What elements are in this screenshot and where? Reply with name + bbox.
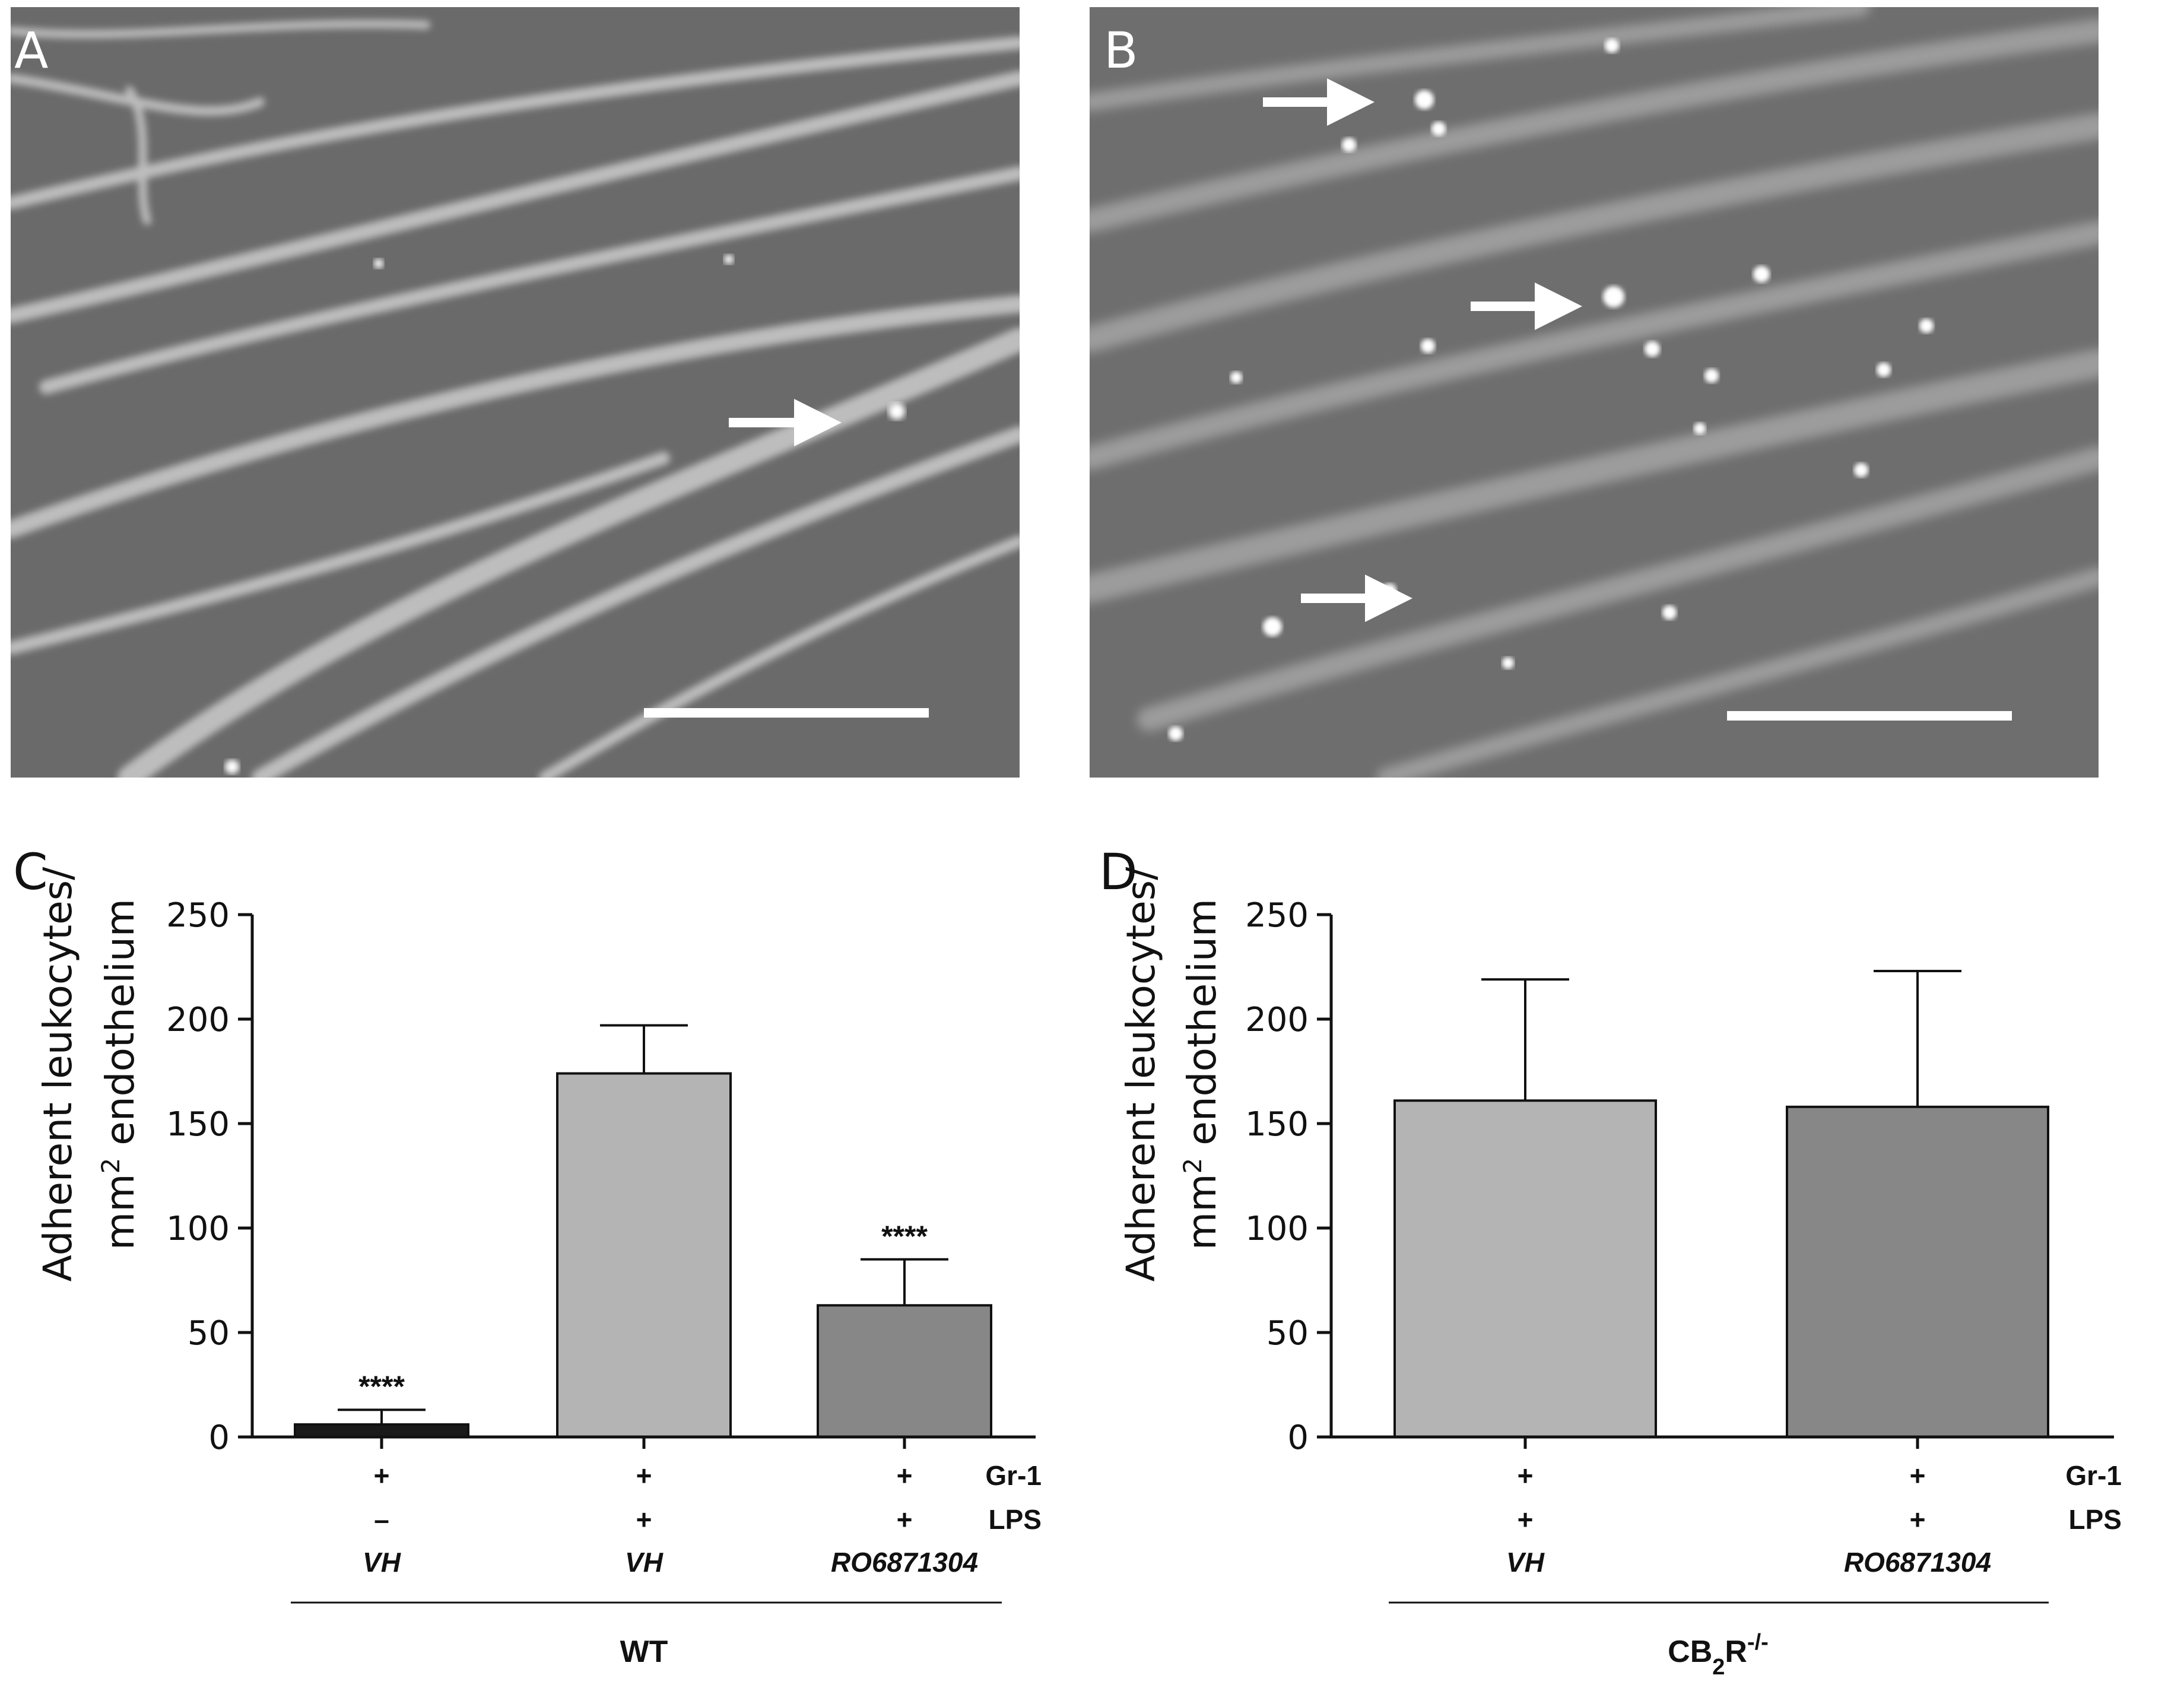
chart-d-y-tick-label: 0 — [1287, 1419, 1309, 1457]
chart-c-treatment-label: VH — [363, 1547, 401, 1578]
chart-c-treatment-label: VH — [625, 1547, 664, 1578]
arrow-icon — [1263, 78, 1374, 126]
chart-d-row-label-gr1: Gr-1 — [2065, 1460, 2122, 1491]
chart-d-row-label-lps: LPS — [2069, 1504, 2122, 1535]
vessel-network — [1090, 7, 2099, 778]
chart-c-bar — [294, 1423, 469, 1438]
leukocyte-spots — [1169, 39, 1934, 741]
chart-c-row-label-gr1: Gr-1 — [985, 1460, 1042, 1491]
chart-c-y-tick-label: 100 — [166, 1210, 230, 1248]
arrow-icon — [1301, 575, 1412, 622]
chart-c-group-label: WT — [620, 1635, 668, 1669]
chart-c-y-axis-label: Adherent leukocytes/ — [35, 867, 81, 1282]
chart-d-bar — [1393, 1099, 1657, 1438]
chart-c-y-tick-label: 0 — [208, 1419, 230, 1457]
chart-c-bar — [556, 1072, 732, 1438]
chart-c-lps-sign: + — [636, 1504, 652, 1535]
chart-c-significance-label: **** — [881, 1220, 928, 1253]
chart-c-significance-label: **** — [358, 1370, 405, 1403]
micrograph-panel-a — [11, 7, 1020, 778]
chart-d-y-tick-label: 200 — [1245, 1001, 1309, 1039]
scale-bar — [1727, 711, 2012, 721]
chart-d-y-tick-label: 50 — [1266, 1314, 1309, 1353]
micrograph-panel-b — [1090, 7, 2099, 778]
chart-c-y-axis-label-2: mm2 endothelium — [96, 899, 144, 1250]
chart-d-y-tick-label: 100 — [1245, 1210, 1309, 1248]
chart-c-lps-sign: – — [374, 1504, 389, 1535]
scale-bar — [644, 708, 929, 718]
panel-letter-c: C — [13, 843, 48, 901]
arrow-icon — [729, 399, 842, 446]
chart-c-row-label-lps: LPS — [989, 1504, 1042, 1535]
chart-d-y-tick-label: 250 — [1245, 896, 1309, 935]
chart-d-y-axis-label-2: mm2 endothelium — [1178, 899, 1226, 1250]
chart-c-bar — [817, 1304, 992, 1438]
arrow-icon — [1471, 283, 1582, 330]
chart-d-y-tick-label: 150 — [1245, 1105, 1309, 1144]
chart-c-gr1-sign: + — [897, 1460, 913, 1491]
chart-d-treatment-label: VH — [1506, 1547, 1545, 1578]
chart-c-gr1-sign: + — [374, 1460, 390, 1491]
leukocyte-spots — [225, 255, 905, 774]
chart-c-gr1-sign: + — [636, 1460, 652, 1491]
panel-letter-a: A — [14, 21, 49, 80]
chart-c-treatment-label: RO6871304 — [831, 1547, 978, 1578]
chart-c-lps-sign: + — [897, 1504, 913, 1535]
chart-c-y-tick-label: 200 — [166, 1001, 230, 1039]
chart-c-y-tick-label: 50 — [188, 1314, 230, 1353]
chart-c-y-tick-label: 150 — [166, 1105, 230, 1144]
panel-letter-b: B — [1104, 21, 1138, 80]
chart-c-y-tick-label: 250 — [166, 896, 230, 935]
chart-d-treatment-label: RO6871304 — [1844, 1547, 1991, 1578]
panel-letter-d: D — [1099, 843, 1138, 901]
chart-d-lps-sign: + — [1518, 1504, 1534, 1535]
chart-d-bar — [1786, 1105, 2049, 1438]
chart-d-gr1-sign: + — [1910, 1460, 1926, 1491]
vessel-network — [11, 20, 1020, 778]
chart-d-lps-sign: + — [1910, 1504, 1926, 1535]
chart-d-gr1-sign: + — [1518, 1460, 1534, 1491]
chart-d-y-axis-label: Adherent leukocytes/ — [1118, 867, 1164, 1282]
chart-d-group-label: CB2R-/- — [1668, 1630, 1769, 1680]
